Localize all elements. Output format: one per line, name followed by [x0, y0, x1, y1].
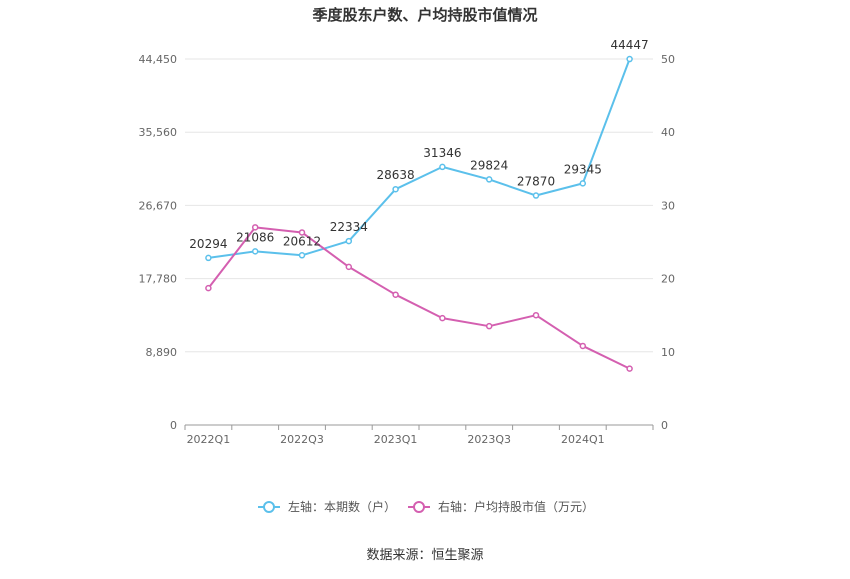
- data-point: [485, 176, 493, 183]
- data-point: [532, 311, 540, 319]
- series-line-2: [207, 226, 631, 370]
- data-point: [579, 342, 587, 350]
- axis-layer: 0 8,890 17,780 26,670 35,560 44,450 0 10 20 30 40 5…: [139, 53, 676, 446]
- data-point: [298, 252, 306, 259]
- data-point: [532, 192, 540, 199]
- legend-label-1: 左轴：本期数（户）: [288, 499, 396, 514]
- right-axis-tick-label: 40: [661, 126, 675, 139]
- left-axis-tick-label: 17,780: [139, 273, 178, 286]
- data-point: [345, 237, 353, 245]
- left-axis-tick-label: 26,670: [139, 199, 178, 212]
- data-label: 44447: [611, 38, 649, 52]
- data-label: 20612: [283, 234, 321, 248]
- legend-marker-2: [413, 501, 425, 513]
- left-axis-tick-label: 0: [170, 419, 177, 432]
- data-point: [251, 248, 259, 255]
- data-point: [298, 229, 306, 236]
- right-axis-tick-label: 20: [661, 273, 675, 286]
- data-label: 21086: [236, 230, 274, 244]
- series-line-1: [208, 58, 631, 259]
- data-point: [439, 163, 446, 171]
- data-label: 31346: [423, 146, 461, 160]
- data-point: [392, 185, 399, 193]
- data-point: [392, 291, 399, 298]
- x-axis-tick-label: 2023Q3: [467, 433, 511, 446]
- data-point: [205, 284, 212, 292]
- data-point: [626, 365, 633, 372]
- data-point: [345, 263, 353, 271]
- data-point: [251, 224, 259, 231]
- left-axis-tick-label: 44,450: [139, 53, 178, 66]
- data-point: [626, 55, 633, 63]
- source-footnote: 数据来源：恒生聚源: [366, 548, 483, 563]
- data-label: 20294: [189, 237, 227, 251]
- chart-title: 季度股东户数、户均持股市值情况: [312, 6, 537, 24]
- data-label: 28638: [377, 168, 415, 182]
- data-point: [485, 322, 493, 330]
- data-label: 27870: [517, 175, 555, 189]
- x-axis-tick-label: 2022Q1: [187, 433, 231, 446]
- left-axis-tick-label: 35,560: [139, 126, 178, 139]
- right-axis-tick-label: 50: [661, 53, 675, 66]
- data-label-layer: 20294 21086 20612 22334 28638 31346 29824 27870…: [189, 38, 648, 251]
- data-point: [439, 314, 446, 322]
- x-axis-tick-label: 2023Q1: [374, 433, 418, 446]
- grid-layer: [185, 58, 653, 353]
- right-axis-tick-label: 30: [661, 199, 675, 212]
- legend-label-2: 右轴：户均持股市值（万元）: [438, 499, 594, 514]
- right-axis-tick-label: 0: [661, 419, 668, 432]
- legend: 左轴：本期数（户） 右轴：户均持股市值（万元）: [258, 499, 594, 514]
- data-point: [205, 254, 212, 262]
- legend-marker-1: [263, 501, 275, 513]
- data-label: 22334: [330, 220, 368, 234]
- x-axis-tick-label: 2024Q1: [561, 433, 605, 446]
- right-axis-tick-label: 10: [661, 346, 675, 359]
- data-label: 29824: [470, 158, 508, 172]
- left-axis-tick-label: 8,890: [146, 346, 178, 359]
- data-label: 29345: [564, 162, 602, 176]
- series-layer: [205, 55, 633, 372]
- data-point: [579, 180, 587, 187]
- x-axis-tick-label: 2022Q3: [280, 433, 324, 446]
